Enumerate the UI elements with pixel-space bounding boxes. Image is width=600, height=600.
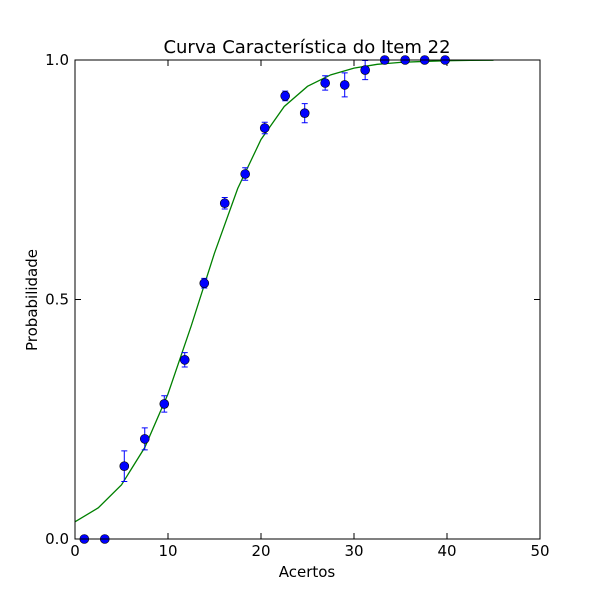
data-point	[360, 65, 370, 75]
x-tick-label: 40	[437, 542, 456, 560]
data-point	[179, 355, 190, 365]
data-point	[320, 78, 330, 88]
fit-curve	[74, 59, 494, 523]
data-point	[199, 278, 210, 289]
data-point	[119, 461, 130, 471]
data-point	[159, 399, 170, 409]
y-tick-label: 0.0	[45, 530, 69, 548]
x-tick-label: 50	[530, 542, 549, 560]
data-point	[219, 198, 230, 209]
data-point	[280, 91, 290, 101]
data-point	[139, 434, 150, 444]
plot-frame	[74, 59, 541, 540]
data-point	[259, 123, 270, 133]
data-point	[240, 169, 250, 179]
data-point	[299, 108, 310, 118]
x-axis-label: Acertos	[279, 563, 336, 581]
x-tick-label: 30	[344, 542, 363, 560]
data-point	[339, 80, 350, 90]
x-tick-label: 0	[70, 542, 80, 560]
x-tick-label: 10	[158, 542, 177, 560]
x-tick-label: 20	[251, 542, 270, 560]
chart-title: Curva Característica do Item 22	[163, 37, 450, 58]
y-tick-label: 1.0	[45, 51, 69, 69]
y-tick-label: 0.5	[45, 291, 69, 309]
y-axis-label: Probabilidade	[23, 249, 41, 351]
